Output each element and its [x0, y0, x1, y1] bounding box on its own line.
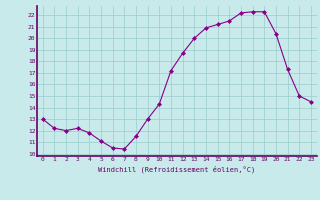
- X-axis label: Windchill (Refroidissement éolien,°C): Windchill (Refroidissement éolien,°C): [98, 165, 255, 173]
